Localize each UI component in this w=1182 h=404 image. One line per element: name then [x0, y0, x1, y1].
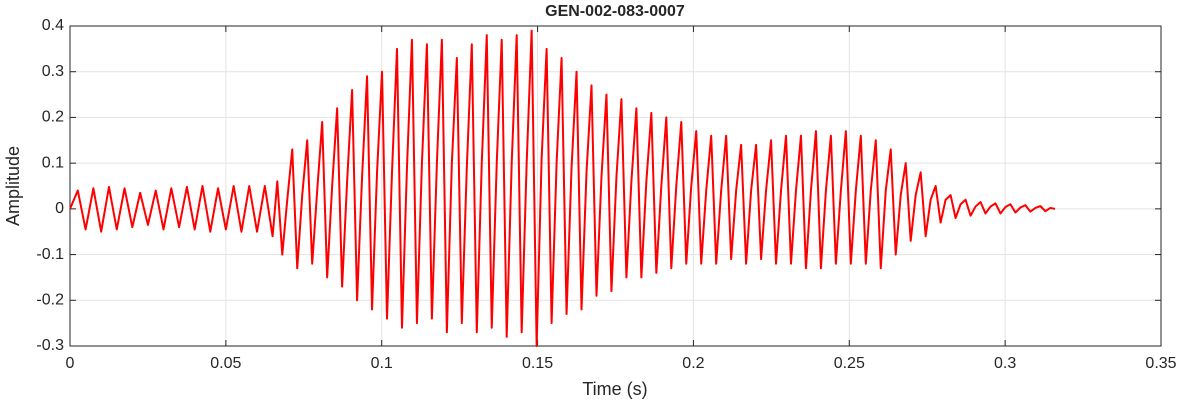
y-tick-label: -0.2	[36, 292, 64, 309]
y-tick-label: 0.1	[42, 154, 64, 171]
y-tick-label: -0.1	[36, 246, 64, 263]
x-tick-label: 0.3	[994, 355, 1016, 372]
x-tick-label: 0.05	[210, 355, 241, 372]
x-tick-label: 0.15	[522, 355, 553, 372]
x-axis-label: Time (s)	[582, 379, 647, 399]
waveform-line	[69, 29, 1056, 347]
y-axis-label: Amplitude	[3, 146, 23, 226]
plot-frame	[69, 25, 1162, 347]
x-tick-label: 0.1	[371, 355, 393, 372]
y-tick-label: -0.3	[36, 337, 64, 354]
y-tick-label: 0	[55, 200, 64, 217]
y-tick-label: 0.2	[42, 109, 64, 126]
x-tick-label: 0.2	[682, 355, 704, 372]
y-tick-label: 0.3	[42, 63, 64, 80]
chart-title: GEN-002-083-0007	[545, 3, 685, 20]
x-tick-label: 0	[66, 355, 75, 372]
x-tick-label: 0.35	[1145, 355, 1176, 372]
y-tick-label: 0.4	[42, 17, 64, 34]
x-tick-label: 0.25	[834, 355, 865, 372]
